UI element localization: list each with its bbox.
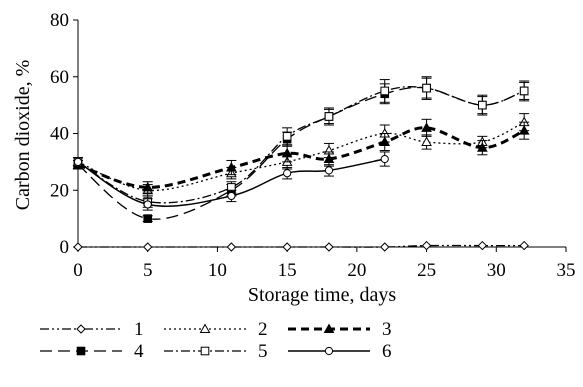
data-point <box>227 191 236 201</box>
data-point <box>477 240 488 251</box>
legend-label: 2 <box>258 319 268 340</box>
data-point <box>324 166 334 175</box>
axes: 0 20 40 60 80 0 5 10 15 20 25 30 35 <box>50 10 576 281</box>
data-point <box>519 86 529 96</box>
legend-item-5: 5 <box>164 341 268 362</box>
legend-item-6: 6 <box>288 341 392 362</box>
series-6 <box>73 151 390 211</box>
x-tick-label: 20 <box>347 260 366 281</box>
series-line <box>77 86 525 204</box>
x-tick-label: 5 <box>143 260 153 281</box>
data-point <box>73 242 83 252</box>
series-2 <box>72 113 530 197</box>
legend-item-4: 4 <box>40 341 144 362</box>
series-1 <box>73 240 529 252</box>
data-point <box>282 242 292 252</box>
data-point <box>226 242 237 252</box>
plot-series <box>72 76 530 252</box>
data-point <box>421 136 432 147</box>
data-point <box>282 132 292 141</box>
y-tick-label: 80 <box>50 10 69 31</box>
legend-item-2: 2 <box>164 319 268 340</box>
data-point <box>283 169 292 178</box>
legend-marker <box>76 346 86 356</box>
data-point <box>421 240 432 251</box>
data-point <box>142 181 154 192</box>
legend-item-3: 3 <box>288 319 392 340</box>
legend-label: 4 <box>134 341 144 362</box>
data-point <box>422 83 431 93</box>
data-point <box>476 142 488 152</box>
x-tick-label: 35 <box>557 260 576 281</box>
x-tick-label: 25 <box>417 260 436 281</box>
y-tick-label: 60 <box>50 67 69 88</box>
x-tick-label: 30 <box>487 260 506 281</box>
y-tick-label: 20 <box>50 180 69 201</box>
legend: 1 2 3 4 5 6 <box>40 319 392 362</box>
legend-marker <box>324 346 334 356</box>
y-tick-label: 0 <box>60 237 70 258</box>
data-point <box>380 242 390 252</box>
legend-label: 3 <box>382 319 392 340</box>
data-point <box>323 153 335 164</box>
legend-marker <box>199 323 211 333</box>
data-point <box>421 122 432 132</box>
data-point <box>73 157 83 166</box>
series-line <box>77 126 525 189</box>
legend-marker <box>200 346 210 356</box>
legend-item-1: 1 <box>40 319 144 340</box>
data-point <box>380 86 390 96</box>
legend-label: 6 <box>382 341 392 362</box>
data-point <box>324 112 334 121</box>
x-tick-label: 15 <box>278 260 297 281</box>
x-tick-label: 0 <box>73 260 83 281</box>
x-axis-title: Storage time, days <box>248 284 397 306</box>
legend-marker <box>76 324 86 334</box>
legend-label: 5 <box>258 341 268 362</box>
y-axis-title: Carbon dioxide, % <box>12 60 34 211</box>
data-point <box>519 240 529 251</box>
data-point <box>324 242 334 252</box>
legend-label: 1 <box>134 319 144 340</box>
series-line <box>77 121 525 192</box>
y-tick-label: 40 <box>50 124 69 145</box>
data-point <box>143 200 152 209</box>
series-3 <box>72 118 530 194</box>
data-point <box>518 125 530 135</box>
data-point <box>143 214 153 223</box>
data-point <box>143 242 153 252</box>
x-tick-label: 10 <box>208 260 227 281</box>
legend-marker <box>323 323 335 333</box>
data-point <box>379 136 391 147</box>
data-point <box>380 154 389 164</box>
data-point <box>281 147 293 158</box>
data-point <box>478 100 487 110</box>
data-point <box>226 162 237 172</box>
